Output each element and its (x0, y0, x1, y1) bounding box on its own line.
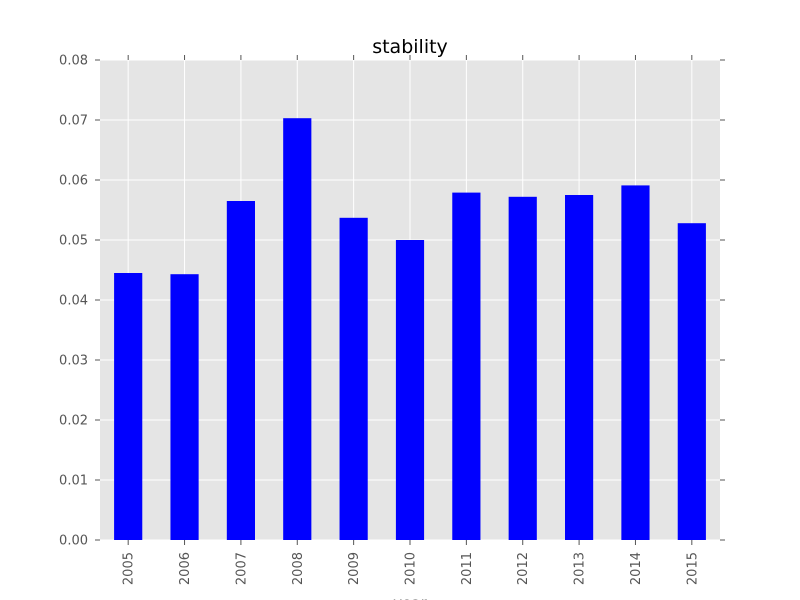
x-tick-labels: 2005 2006 2007 2008 2009 2010 2011 2012 2013 2014… (122, 552, 701, 585)
x-tick-label: 2012 (516, 552, 531, 585)
y-tick-label: 0.05 (59, 234, 88, 249)
x-tick-label: 2006 (178, 552, 193, 585)
ticks (95, 55, 725, 545)
bar-2005 (114, 273, 143, 540)
bar-2009 (339, 217, 368, 541)
chart-title: stability (372, 36, 448, 58)
bar-2008 (283, 118, 312, 540)
bar-2011 (452, 192, 481, 540)
y-tick-label: 0.04 (59, 294, 88, 309)
x-axis-label: year (393, 594, 427, 600)
x-tick-label: 2011 (460, 552, 475, 585)
x-tick-label: 2005 (122, 552, 137, 585)
bar-2014 (621, 185, 650, 540)
bar-2006 (170, 274, 199, 540)
y-tick-label: 0.01 (59, 474, 88, 489)
y-tick-label: 0.02 (59, 414, 88, 429)
y-tick-labels: 0.00 0.01 0.02 0.03 0.04 0.05 0.06 0.07 0.08 (59, 54, 88, 549)
bar-2015 (677, 223, 706, 540)
bar-2012 (508, 196, 537, 541)
x-tick-label: 2013 (573, 552, 588, 585)
x-tick-label: 2015 (685, 552, 700, 585)
bar-2007 (226, 201, 255, 540)
bars (114, 118, 706, 541)
y-tick-label: 0.07 (59, 114, 88, 129)
y-tick-label: 0.08 (59, 54, 88, 69)
x-tick-label: 2009 (347, 552, 362, 585)
x-tick-label: 2008 (291, 552, 306, 585)
bar-2013 (565, 195, 594, 540)
x-tick-label: 2007 (234, 552, 249, 585)
bar-2010 (395, 240, 425, 540)
x-tick-label: 2010 (404, 552, 419, 585)
y-tick-label: 0.03 (59, 354, 88, 369)
x-tick-label: 2014 (629, 552, 644, 585)
y-tick-label: 0.06 (59, 174, 88, 189)
y-tick-label: 0.00 (59, 534, 88, 549)
